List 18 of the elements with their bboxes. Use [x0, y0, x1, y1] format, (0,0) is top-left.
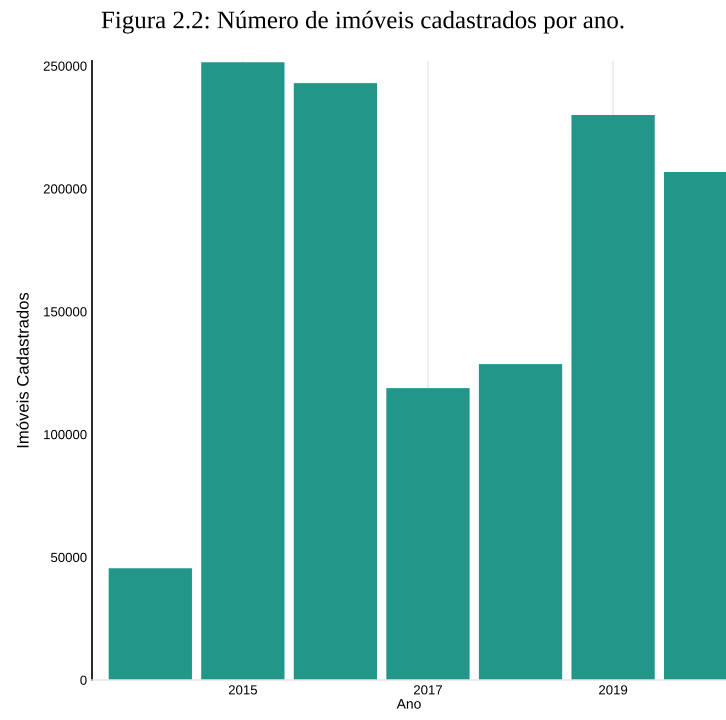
y-tick-label: 200000 — [44, 184, 87, 194]
bar — [201, 62, 285, 680]
bar — [294, 83, 378, 680]
bar — [478, 364, 562, 680]
bar — [571, 115, 655, 680]
y-tick-label: 100000 — [44, 430, 87, 440]
x-axis-title: Ano — [396, 699, 421, 709]
x-tick-label: 2015 — [228, 685, 257, 695]
x-tick-label: 2019 — [599, 685, 628, 695]
chart-title: Figura 2.2: Número de imóveis cadastrados por ano. — [102, 10, 624, 34]
y-tick-label: 150000 — [44, 307, 87, 316]
y-tick-label: 50000 — [50, 552, 87, 562]
x-tick-label: 2017 — [414, 685, 442, 695]
y-axis-title: Imóveis Cadastrados — [16, 292, 29, 448]
y-tick-label: 250000 — [44, 61, 87, 71]
bar — [108, 568, 192, 680]
bar — [386, 388, 470, 680]
y-tick-label: 0 — [80, 676, 87, 685]
